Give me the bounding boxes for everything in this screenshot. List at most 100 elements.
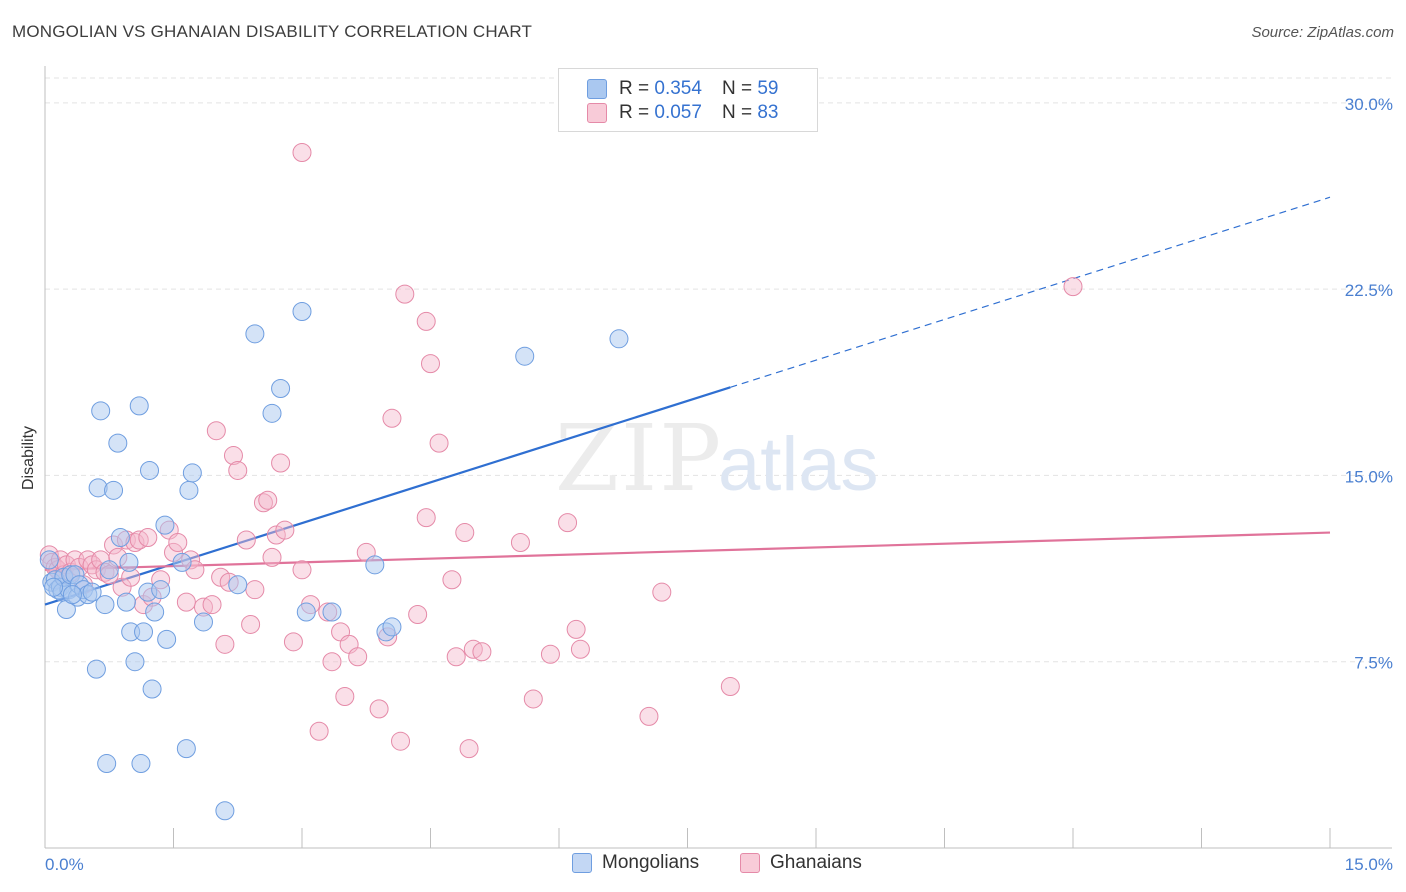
ghanaian-point [510, 532, 530, 552]
chart-title: MONGOLIAN VS GHANAIAN DISABILITY CORRELA… [12, 22, 533, 41]
mongolian-point [142, 679, 162, 699]
mongolian-point [125, 652, 145, 672]
ghanaian-point [176, 592, 196, 612]
ghanaian-point [540, 644, 560, 664]
mongolians-trendline [44, 386, 731, 606]
ghanaian-point [421, 354, 440, 374]
ghanaian-point [446, 647, 466, 667]
chart-source: Source: ZipAtlas.com [1251, 24, 1394, 41]
ghanaian-point [258, 490, 278, 510]
legend-n-value: 83 [757, 102, 779, 123]
ghanaian-point [206, 421, 226, 441]
ghanaian-point [408, 605, 428, 625]
mongolian-point [110, 528, 130, 548]
ghanaian-point [215, 634, 235, 654]
mongolians-points [39, 301, 629, 821]
legend-item-mongolians[interactable]: Mongolians [572, 852, 699, 874]
ghanaian-point [442, 570, 462, 590]
legend-r-label: R = [619, 78, 650, 99]
mongolian-point [322, 602, 342, 622]
mongolian-point [151, 580, 171, 600]
mongolian-point [97, 754, 117, 774]
ghanaian-point [202, 595, 222, 615]
ghanaian-point [309, 721, 329, 741]
ghanaian-point [228, 460, 248, 480]
mongolian-point [39, 550, 59, 570]
legend-row-mongolians: R = 0.354 N = 59 [587, 77, 778, 101]
ghanaian-point [369, 699, 389, 719]
y-axis-label: Disability [20, 426, 37, 490]
ghanaian-point [1063, 277, 1083, 297]
mongolian-point [108, 433, 128, 453]
mongolian-point [262, 403, 282, 423]
mongolian-point [292, 301, 312, 321]
series-legend: Mongolians Ghanaians [0, 852, 1406, 878]
mongolian-point [86, 659, 106, 679]
grid-layer [45, 77, 1392, 663]
mongolian-point [179, 480, 199, 500]
mongolian-point [365, 555, 385, 575]
ghanaian-point [292, 143, 312, 163]
x-tick-label: 0.0% [45, 855, 84, 874]
mongolian-point [82, 582, 102, 602]
ghanaian-point [455, 523, 475, 543]
mongolian-point [119, 552, 139, 572]
ghanaian-point [395, 284, 415, 304]
ghanaian-point [429, 433, 449, 453]
ghanaian-point [271, 453, 291, 473]
mongolian-point [193, 612, 213, 632]
mongolian-point [95, 595, 115, 615]
mongolian-point [382, 617, 402, 637]
y-tick-label: 22.5% [1345, 281, 1393, 300]
mongolian-point [140, 460, 160, 480]
legend-n-value: 59 [757, 78, 779, 99]
mongolian-point [172, 552, 192, 572]
ghanaian-point [416, 311, 436, 331]
ghanaian-point [275, 520, 295, 540]
correlation-legend: R = 0.354 N = 59 R = 0.057 N = 83 [558, 68, 818, 132]
mongolian-point [271, 378, 291, 398]
legend-label-ghanaians: Ghanaians [770, 852, 862, 873]
ghanaian-point [523, 689, 543, 709]
ghanaian-point [168, 532, 188, 552]
legend-r-value: 0.354 [654, 78, 702, 99]
mongolian-point [62, 585, 82, 605]
ghanaian-point [459, 739, 479, 759]
legend-swatch-pink [740, 853, 760, 873]
legend-n-label: N = [721, 102, 753, 123]
ghanaian-point [236, 530, 256, 550]
ghanaian-point [322, 652, 342, 672]
mongolian-point [99, 560, 119, 580]
mongolian-point [131, 754, 151, 774]
watermark-zip: ZIP [555, 405, 723, 512]
mongolian-point [155, 515, 175, 535]
legend-swatch-pink [587, 103, 607, 123]
ghanaian-point [720, 677, 740, 697]
legend-swatch-blue [572, 853, 592, 873]
mongolian-point [91, 401, 111, 421]
ghanaian-point [335, 686, 355, 706]
legend-item-ghanaians[interactable]: Ghanaians [740, 852, 862, 874]
ghanaian-point [292, 560, 312, 580]
trend-layer [44, 196, 1331, 606]
y-tick-label: 7.5% [1354, 654, 1393, 673]
ghanaian-point [416, 508, 436, 528]
mongolian-point [134, 622, 154, 642]
ghanaian-point [566, 619, 586, 639]
legend-label-mongolians: Mongolians [602, 852, 700, 873]
ghanaians-trendline [44, 531, 1331, 571]
ghanaian-point [348, 647, 368, 667]
mongolian-point [228, 575, 248, 595]
legend-n-label: N = [721, 78, 753, 99]
ghanaian-point [245, 580, 265, 600]
mongolians-trendline-extension [730, 196, 1331, 388]
axis-layer [44, 66, 1392, 849]
ghanaian-point [652, 582, 672, 602]
legend-swatch-blue [587, 79, 607, 99]
mongolian-point [245, 324, 265, 344]
mongolian-point [145, 602, 165, 622]
mongolian-point [116, 592, 136, 612]
mongolian-point [609, 329, 629, 349]
ghanaian-point [262, 547, 282, 567]
